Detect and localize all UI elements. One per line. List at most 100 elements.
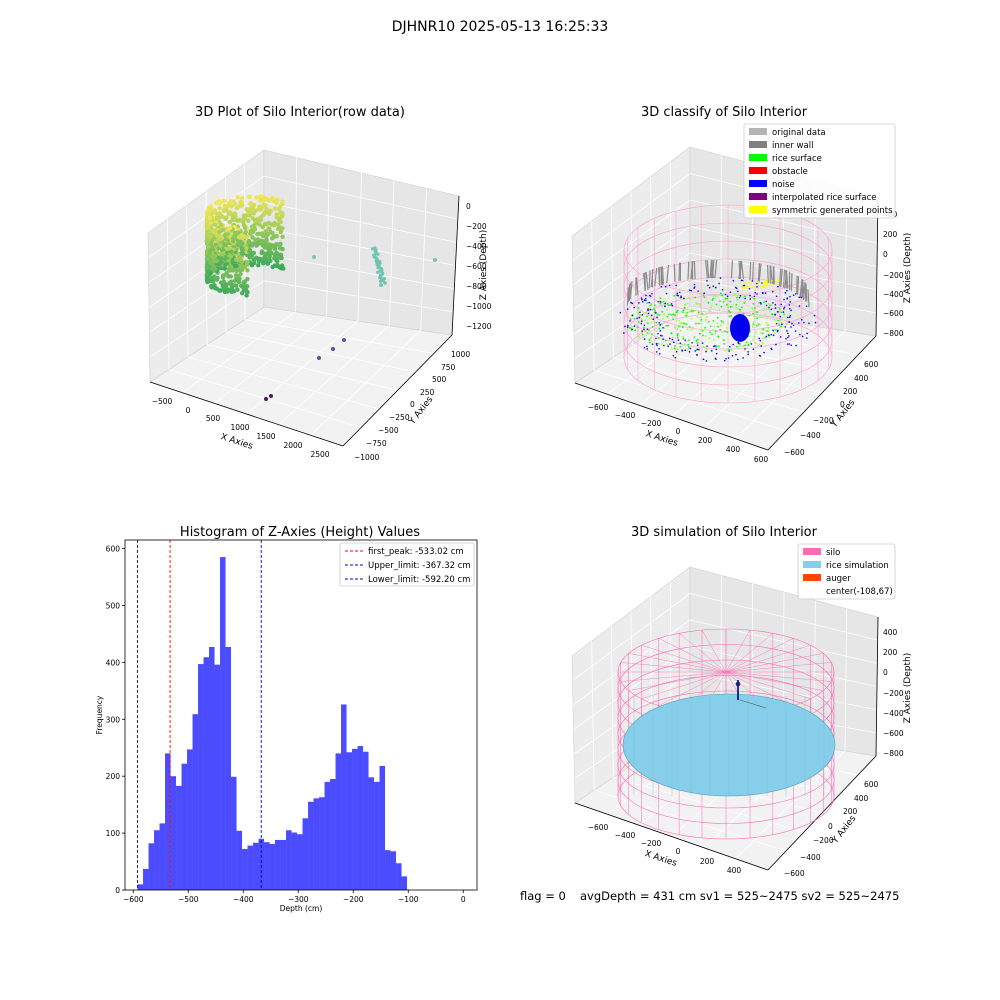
raw-data-point [229, 289, 234, 294]
noise-point [761, 282, 763, 284]
raw-data-point [210, 246, 215, 252]
rice-surface-point [702, 313, 704, 316]
rice-surface-point [679, 322, 682, 325]
rice-surface-point [646, 302, 648, 304]
inner-wall-point [752, 262, 754, 281]
histogram-plot: Histogram of Z-Axies (Height) Values −60… [95, 525, 478, 913]
simulation-y-tick: −600 [784, 869, 805, 878]
symmetric-generated-point [765, 284, 767, 286]
inner-wall-point [635, 277, 639, 296]
classify-plot-title: 3D classify of Silo Interior [641, 105, 808, 120]
noise-point [727, 357, 730, 359]
raw-data-point [232, 230, 238, 236]
axis-x-line [574, 802, 769, 871]
rice-surface-point [653, 308, 655, 311]
noise-point [643, 328, 645, 331]
inner-wall-point [650, 269, 654, 288]
histogram-bar [352, 748, 358, 890]
raw-data-point [226, 201, 231, 206]
noise-point [662, 327, 664, 329]
raw-data-point [243, 234, 248, 240]
rice-surface-point [735, 345, 738, 348]
rice-surface-point [669, 304, 672, 307]
inner-wall-point [783, 269, 786, 288]
rice-surface-point [633, 317, 636, 320]
rice-surface-point [755, 324, 758, 327]
rice-surface-point [686, 328, 689, 331]
noise-point [655, 351, 658, 353]
rice-surface-point [752, 302, 755, 305]
raw-data-point [259, 194, 264, 199]
raw-data-point [243, 225, 248, 231]
histogram-bar [253, 842, 259, 890]
rice-surface-point [673, 347, 676, 350]
rice-surface-point [742, 296, 744, 299]
noise-point [782, 311, 785, 313]
raw-data-point [238, 271, 243, 277]
raw-data-point [240, 291, 245, 296]
rice-surface-point [699, 316, 702, 319]
rice-surface-point [708, 309, 711, 312]
rice-surface-point [649, 304, 652, 307]
rice-surface-point [753, 297, 756, 300]
raw-y-tick: 250 [420, 388, 435, 397]
histogram-bar [319, 797, 325, 890]
noise-point [786, 343, 789, 345]
raw-data-point [276, 222, 281, 227]
rice-surface-point [766, 330, 769, 332]
raw-data-point [211, 264, 216, 269]
rice-surface-point [648, 339, 651, 341]
noise-point [664, 302, 667, 305]
noise-point [792, 324, 795, 327]
rice-surface-point [742, 312, 745, 315]
rice-surface-point [666, 315, 669, 318]
noise-point [770, 333, 773, 336]
rice-surface-point [646, 322, 649, 324]
simulation-legend-frame [797, 543, 896, 600]
histogram-bar [341, 704, 347, 890]
histogram-bar [401, 876, 408, 890]
rice-surface-point [657, 342, 659, 345]
axis-y-line [767, 335, 877, 451]
noise-point [735, 353, 737, 356]
noise-point [638, 302, 640, 304]
raw-data-point [246, 209, 251, 214]
raw-data-point [240, 259, 245, 265]
noise-point [792, 294, 795, 296]
rice-surface-point [706, 316, 709, 318]
noise-point [774, 314, 776, 316]
symmetric-generated-point [770, 279, 773, 282]
raw-data-point [244, 213, 249, 218]
noise-point [748, 287, 751, 290]
symmetric-generated-point [747, 281, 750, 284]
noise-point [747, 353, 749, 356]
histogram-bar [242, 849, 248, 890]
noise-point [805, 305, 808, 308]
rice-surface-point [704, 335, 707, 337]
rice-surface-point [745, 341, 748, 344]
noise-point [772, 290, 774, 293]
rice-surface-point [697, 338, 699, 341]
rice-surface-point [765, 313, 767, 316]
raw-data-point [239, 196, 245, 201]
rice-surface-point [681, 326, 684, 329]
rice-surface-point [761, 342, 764, 345]
axis-x-line [149, 381, 344, 447]
classify-legend-frame [743, 123, 896, 219]
rice-surface-point [727, 322, 730, 325]
raw-data-point [433, 258, 437, 262]
noise-point [683, 297, 685, 300]
raw-data-point [237, 217, 243, 223]
silo-roof-line [628, 653, 727, 673]
noise-point [744, 297, 746, 300]
rice-surface-point [780, 311, 783, 314]
rice-surface-point [656, 313, 659, 316]
raw-data-point [266, 198, 271, 203]
rice-surface-point [655, 321, 658, 324]
histogram-bar [258, 838, 265, 890]
rice-surface-point [676, 309, 679, 312]
symmetric-generated-point [775, 288, 777, 291]
raw-data-point [223, 283, 228, 289]
noise-point [735, 287, 738, 290]
noise-point [728, 350, 730, 352]
